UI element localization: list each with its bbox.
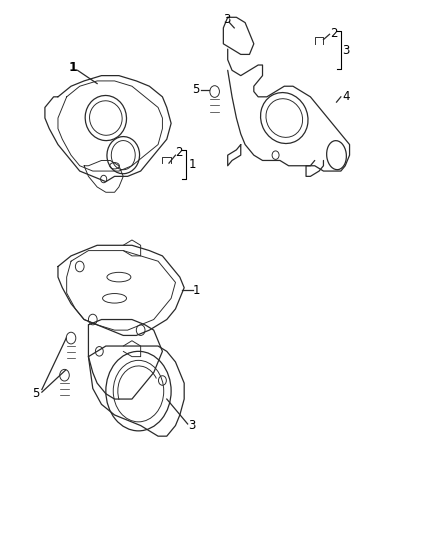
Text: 4: 4 — [343, 90, 350, 103]
Text: 3: 3 — [343, 44, 350, 56]
Text: 5: 5 — [192, 84, 199, 96]
Text: 1: 1 — [188, 158, 196, 171]
Text: 1: 1 — [69, 61, 78, 74]
Text: 1: 1 — [193, 284, 201, 297]
Text: 3: 3 — [223, 13, 230, 27]
Text: 2: 2 — [176, 146, 183, 159]
Text: 5: 5 — [32, 387, 40, 400]
Text: 3: 3 — [188, 419, 196, 432]
Text: 2: 2 — [330, 27, 338, 39]
